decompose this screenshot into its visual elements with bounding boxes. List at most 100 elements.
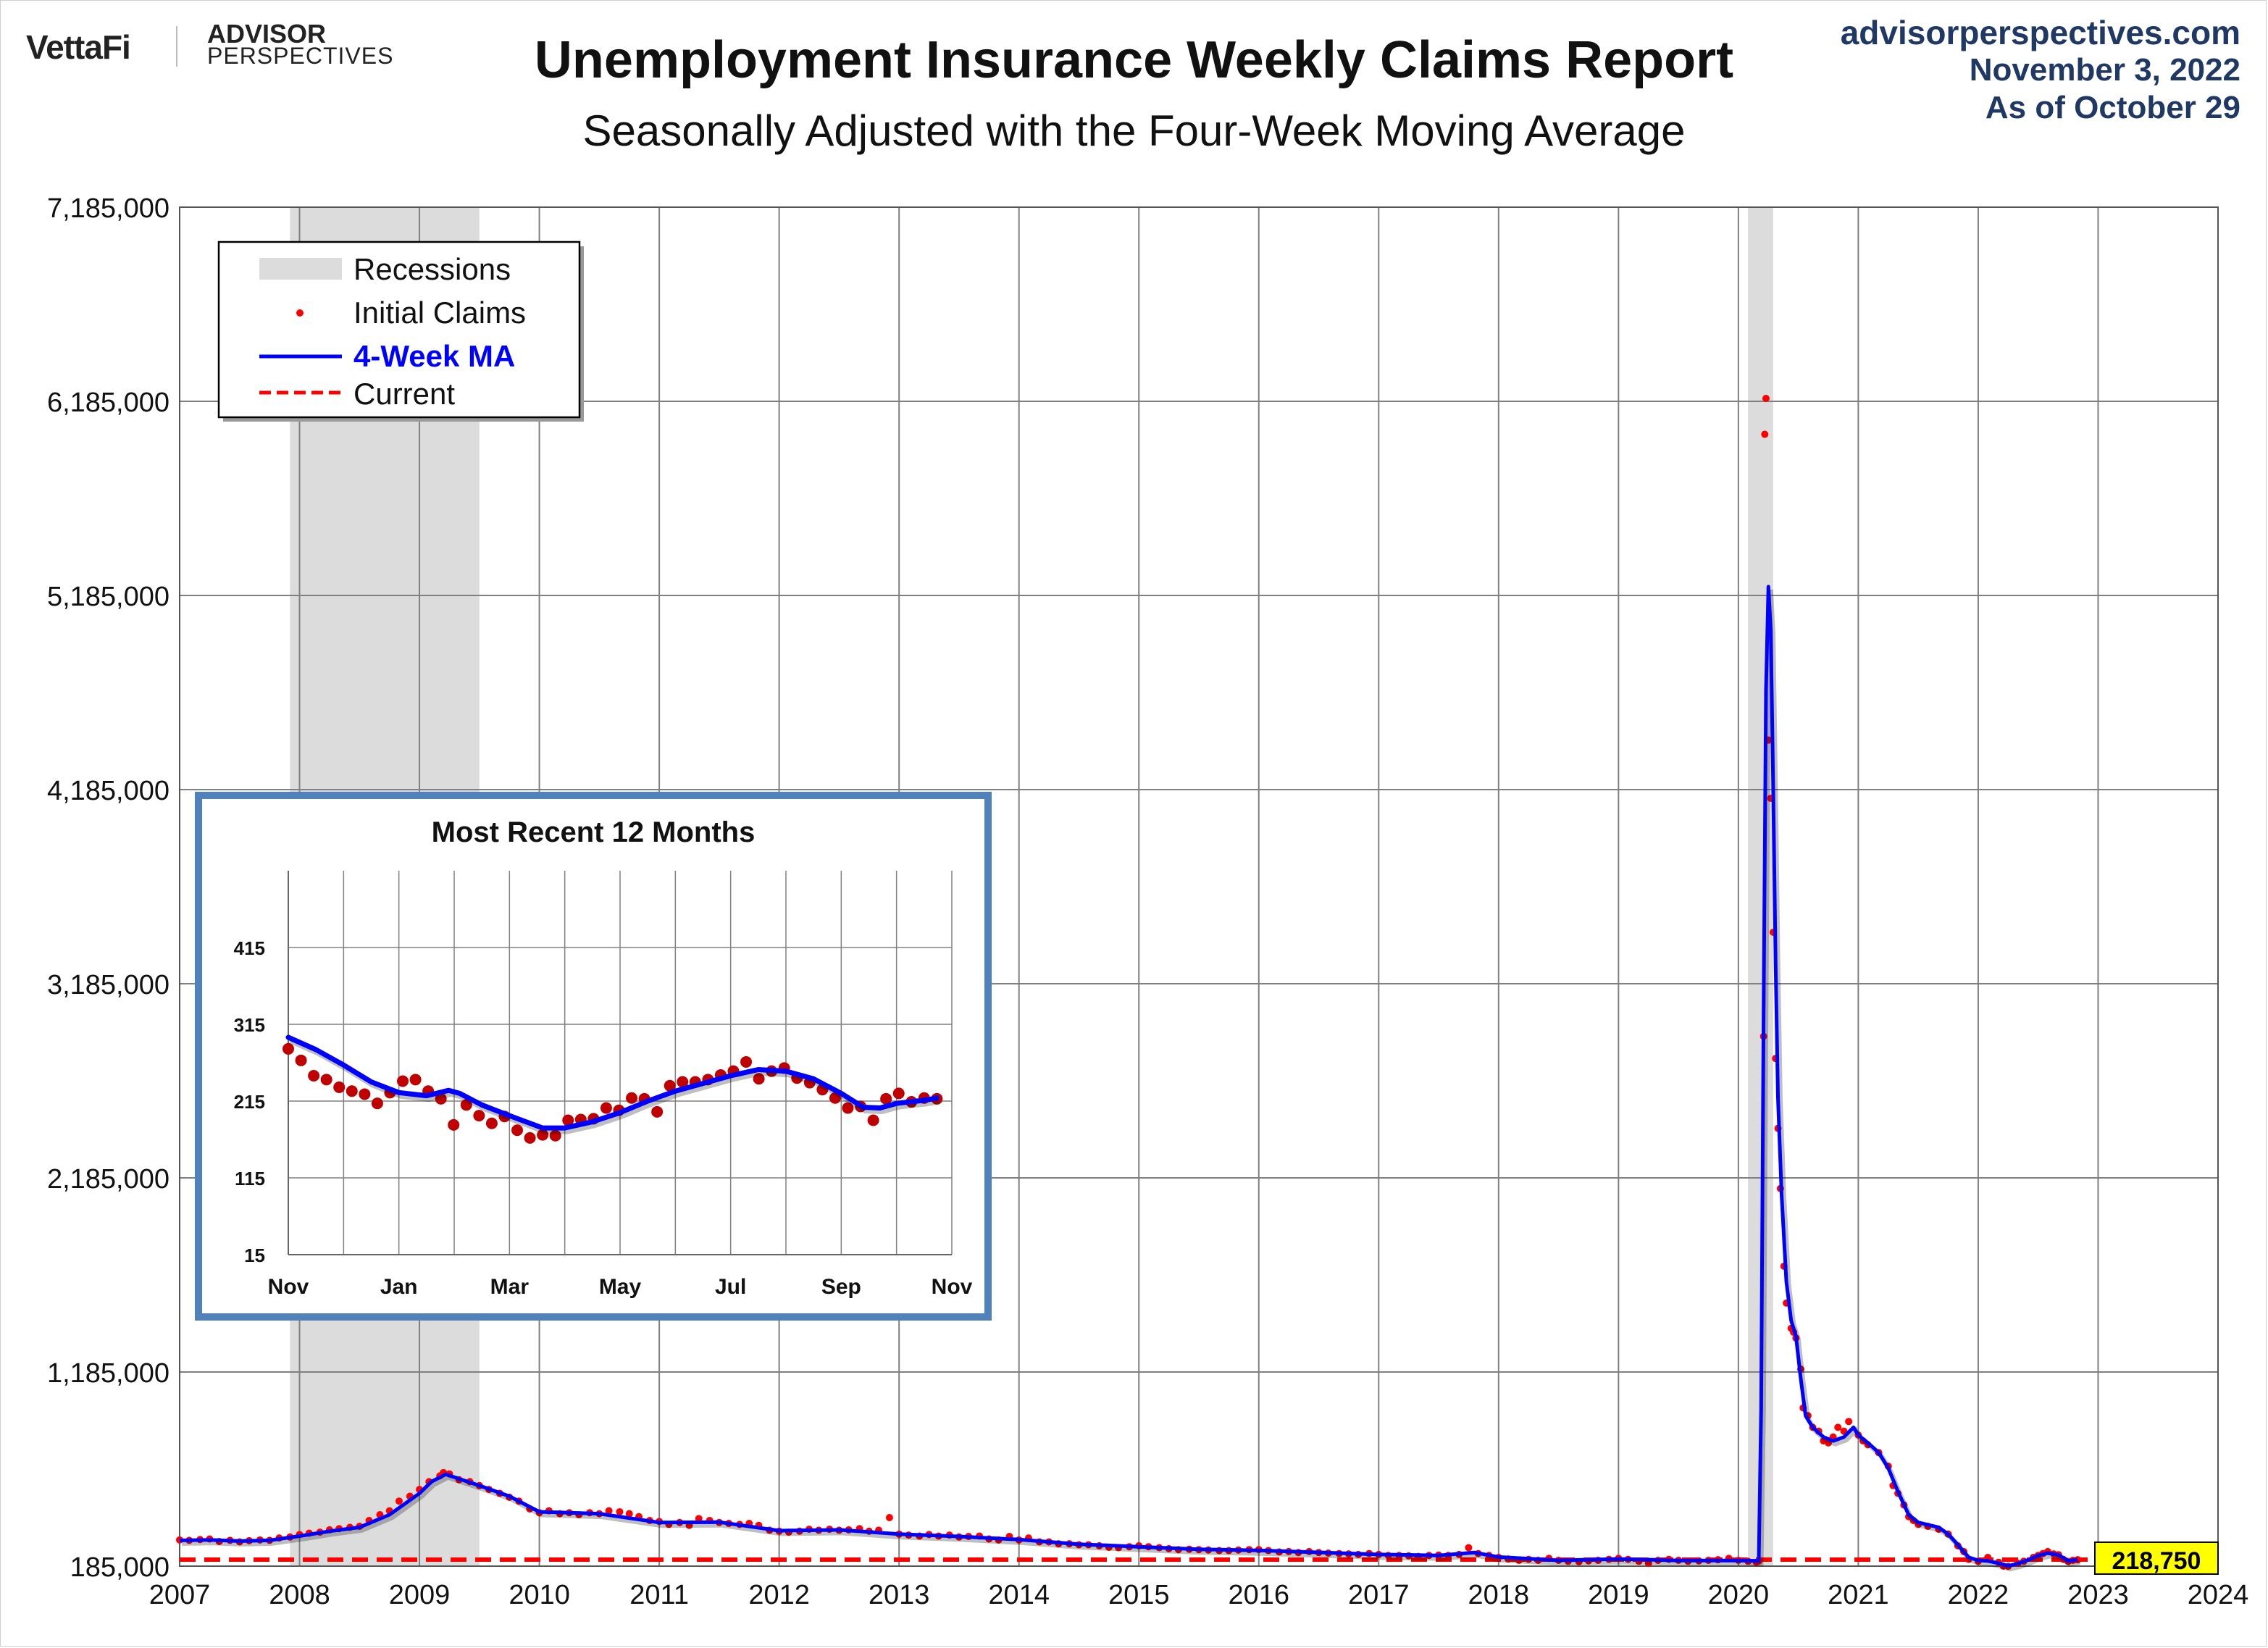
advisor-logo-top: ADVISOR <box>207 19 327 49</box>
y-tick-label: 6,185,000 <box>47 388 170 418</box>
claims-point <box>1465 1544 1473 1552</box>
x-tick-label: 2021 <box>1828 1580 1889 1610</box>
inset-y-tick-label: 15 <box>244 1245 265 1266</box>
inset-claims-point <box>880 1092 892 1105</box>
chart-title: Unemployment Insurance Weekly Claims Rep… <box>534 31 1734 89</box>
current-value-box <box>2094 1541 2219 1575</box>
inset-claims-point <box>892 1087 905 1100</box>
y-tick-label: 5,185,000 <box>47 582 170 612</box>
inset-claims-point <box>829 1092 841 1104</box>
inset-claims-point <box>320 1074 332 1086</box>
inset-x-tick-label: Nov <box>932 1275 973 1299</box>
inset-x-tick-label: Jul <box>715 1275 746 1299</box>
inset-x-tick-label: May <box>599 1275 642 1299</box>
legend-label-ma: 4-Week MA <box>353 339 515 373</box>
x-tick-label: 2016 <box>1228 1580 1289 1610</box>
legend-recession-swatch <box>259 258 342 280</box>
inset-claims-point <box>460 1099 472 1111</box>
inset-claims-point <box>308 1070 320 1082</box>
inset-claims-point <box>537 1129 549 1141</box>
x-tick-label: 2022 <box>1948 1580 2009 1610</box>
x-tick-label: 2009 <box>389 1580 451 1610</box>
x-tick-label: 2013 <box>869 1580 930 1610</box>
x-tick-label: 2017 <box>1348 1580 1410 1610</box>
inset-claims-point <box>867 1114 879 1126</box>
inset-claims-point <box>524 1132 536 1144</box>
site-name: advisorperspectives.com <box>1840 14 2240 51</box>
x-tick-label: 2023 <box>2067 1580 2129 1610</box>
x-tick-label: 2019 <box>1588 1580 1649 1610</box>
inset-claims-point <box>397 1075 409 1087</box>
claims-point <box>605 1507 613 1515</box>
inset-x-tick-label: Jan <box>380 1275 418 1299</box>
y-tick-label: 1,185,000 <box>47 1358 170 1389</box>
inset-claims-point <box>435 1092 447 1105</box>
inset-claims-point <box>511 1124 524 1137</box>
x-tick-label: 2018 <box>1468 1580 1530 1610</box>
inset-claims-point <box>562 1114 574 1126</box>
y-tick-label: 3,185,000 <box>47 970 170 1000</box>
x-tick-label: 2014 <box>988 1580 1050 1610</box>
report-date: November 3, 2022 <box>1969 52 2240 88</box>
inset-claims-point <box>448 1118 460 1131</box>
inset-claims-point <box>600 1102 612 1114</box>
claims-point <box>1761 430 1769 438</box>
y-tick-label: 185,000 <box>70 1552 170 1583</box>
claims-point <box>1834 1423 1842 1431</box>
claims-point <box>616 1507 624 1515</box>
legend-claims-swatch <box>296 309 304 317</box>
inset-y-tick-label: 215 <box>234 1091 265 1113</box>
x-tick-label: 2015 <box>1108 1580 1170 1610</box>
current-value-label: 218,750 <box>2112 1547 2201 1575</box>
inset-claims-point <box>549 1129 561 1142</box>
y-tick-label: 2,185,000 <box>47 1164 170 1195</box>
inset-claims-point <box>333 1081 346 1093</box>
inset-y-tick-label: 415 <box>234 937 265 959</box>
legend-label-claims: Initial Claims <box>353 296 526 330</box>
inset-claims-point <box>842 1102 854 1114</box>
x-tick-label: 2008 <box>269 1580 330 1610</box>
as-of-date: As of October 29 <box>1985 90 2240 125</box>
x-tick-label: 2020 <box>1708 1580 1770 1610</box>
inset-claims-point <box>626 1092 638 1104</box>
inset-y-tick-label: 315 <box>234 1014 265 1036</box>
inset-claims-point <box>359 1088 371 1100</box>
inset-claims-point <box>409 1074 422 1086</box>
claims-point <box>1845 1418 1853 1426</box>
inset-claims-point <box>473 1110 485 1122</box>
inset-y-tick-label: 115 <box>235 1168 265 1189</box>
inset-x-tick-label: Sep <box>821 1275 861 1299</box>
x-tick-label: 2011 <box>629 1580 689 1610</box>
vettafi-logo: VettaFi <box>26 28 131 66</box>
claims-point <box>695 1515 703 1523</box>
inset-claims-point <box>664 1079 676 1092</box>
chart-subtitle: Seasonally Adjusted with the Four-Week M… <box>582 106 1686 155</box>
ma-line <box>179 585 2078 1568</box>
brand-separator <box>176 26 177 67</box>
claims-point <box>395 1497 403 1505</box>
claims-point <box>625 1510 633 1518</box>
x-tick-label: 2024 <box>2188 1580 2249 1610</box>
claims-point <box>1762 394 1770 402</box>
inset-x-tick-label: Mar <box>490 1275 530 1299</box>
inset-claims-point <box>371 1097 383 1110</box>
inset-ma-line <box>285 1034 940 1131</box>
x-tick-label: 2012 <box>748 1580 810 1610</box>
claims-point <box>885 1514 893 1521</box>
y-tick-label: 4,185,000 <box>47 776 170 806</box>
legend-label-recessions: Recessions <box>353 252 511 286</box>
inset-claims-point <box>651 1105 664 1118</box>
x-tick-label: 2010 <box>509 1580 570 1610</box>
inset-claims-point <box>295 1054 307 1066</box>
inset-claims-point <box>753 1073 765 1085</box>
x-tick-label: 2007 <box>149 1580 211 1610</box>
inset-claims-point <box>485 1117 498 1129</box>
plot-border <box>179 206 2219 1567</box>
inset-claims-point <box>740 1055 753 1068</box>
legend-label-current: Current <box>353 377 455 411</box>
inset-panel <box>195 792 992 1321</box>
inset-claims-point <box>283 1042 294 1055</box>
inset-x-tick-label: Nov <box>268 1275 309 1299</box>
